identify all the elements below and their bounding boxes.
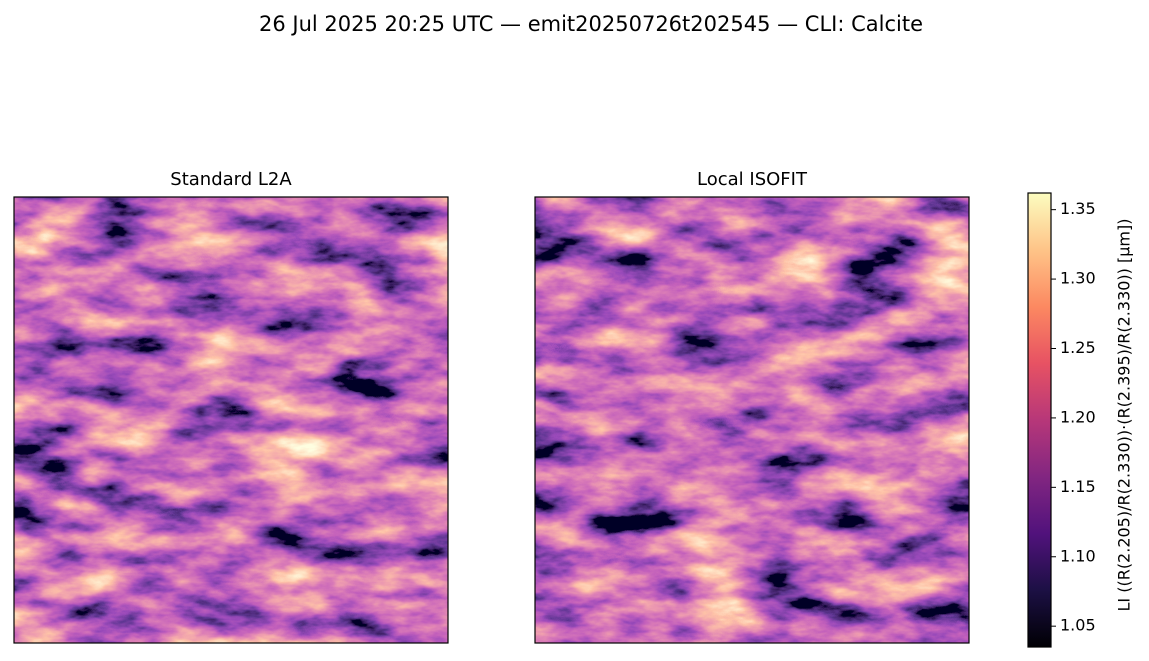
panel-title: Local ISOFIT <box>697 169 808 190</box>
figure-title: 26 Jul 2025 20:25 UTC — emit20250726t202… <box>259 12 923 36</box>
tick-label: 1.25 <box>1060 338 1096 357</box>
tick-label: 1.10 <box>1060 546 1096 565</box>
tick-label: 1.05 <box>1060 616 1096 635</box>
tick-label: 1.35 <box>1060 199 1096 218</box>
colorbar <box>1027 192 1052 648</box>
tick-label: 1.15 <box>1060 477 1096 496</box>
colorbar-label: LI ((R(2.205)/R(2.330))·(R(2.395)/R(2.33… <box>1115 219 1134 612</box>
panel-frame <box>13 196 449 644</box>
tick-label: 1.30 <box>1060 269 1096 288</box>
panel-title: Standard L2A <box>170 169 292 190</box>
image-panel <box>14 197 448 643</box>
panel-frame <box>534 196 970 644</box>
tick-label: 1.20 <box>1060 407 1096 426</box>
image-panel <box>535 197 969 643</box>
